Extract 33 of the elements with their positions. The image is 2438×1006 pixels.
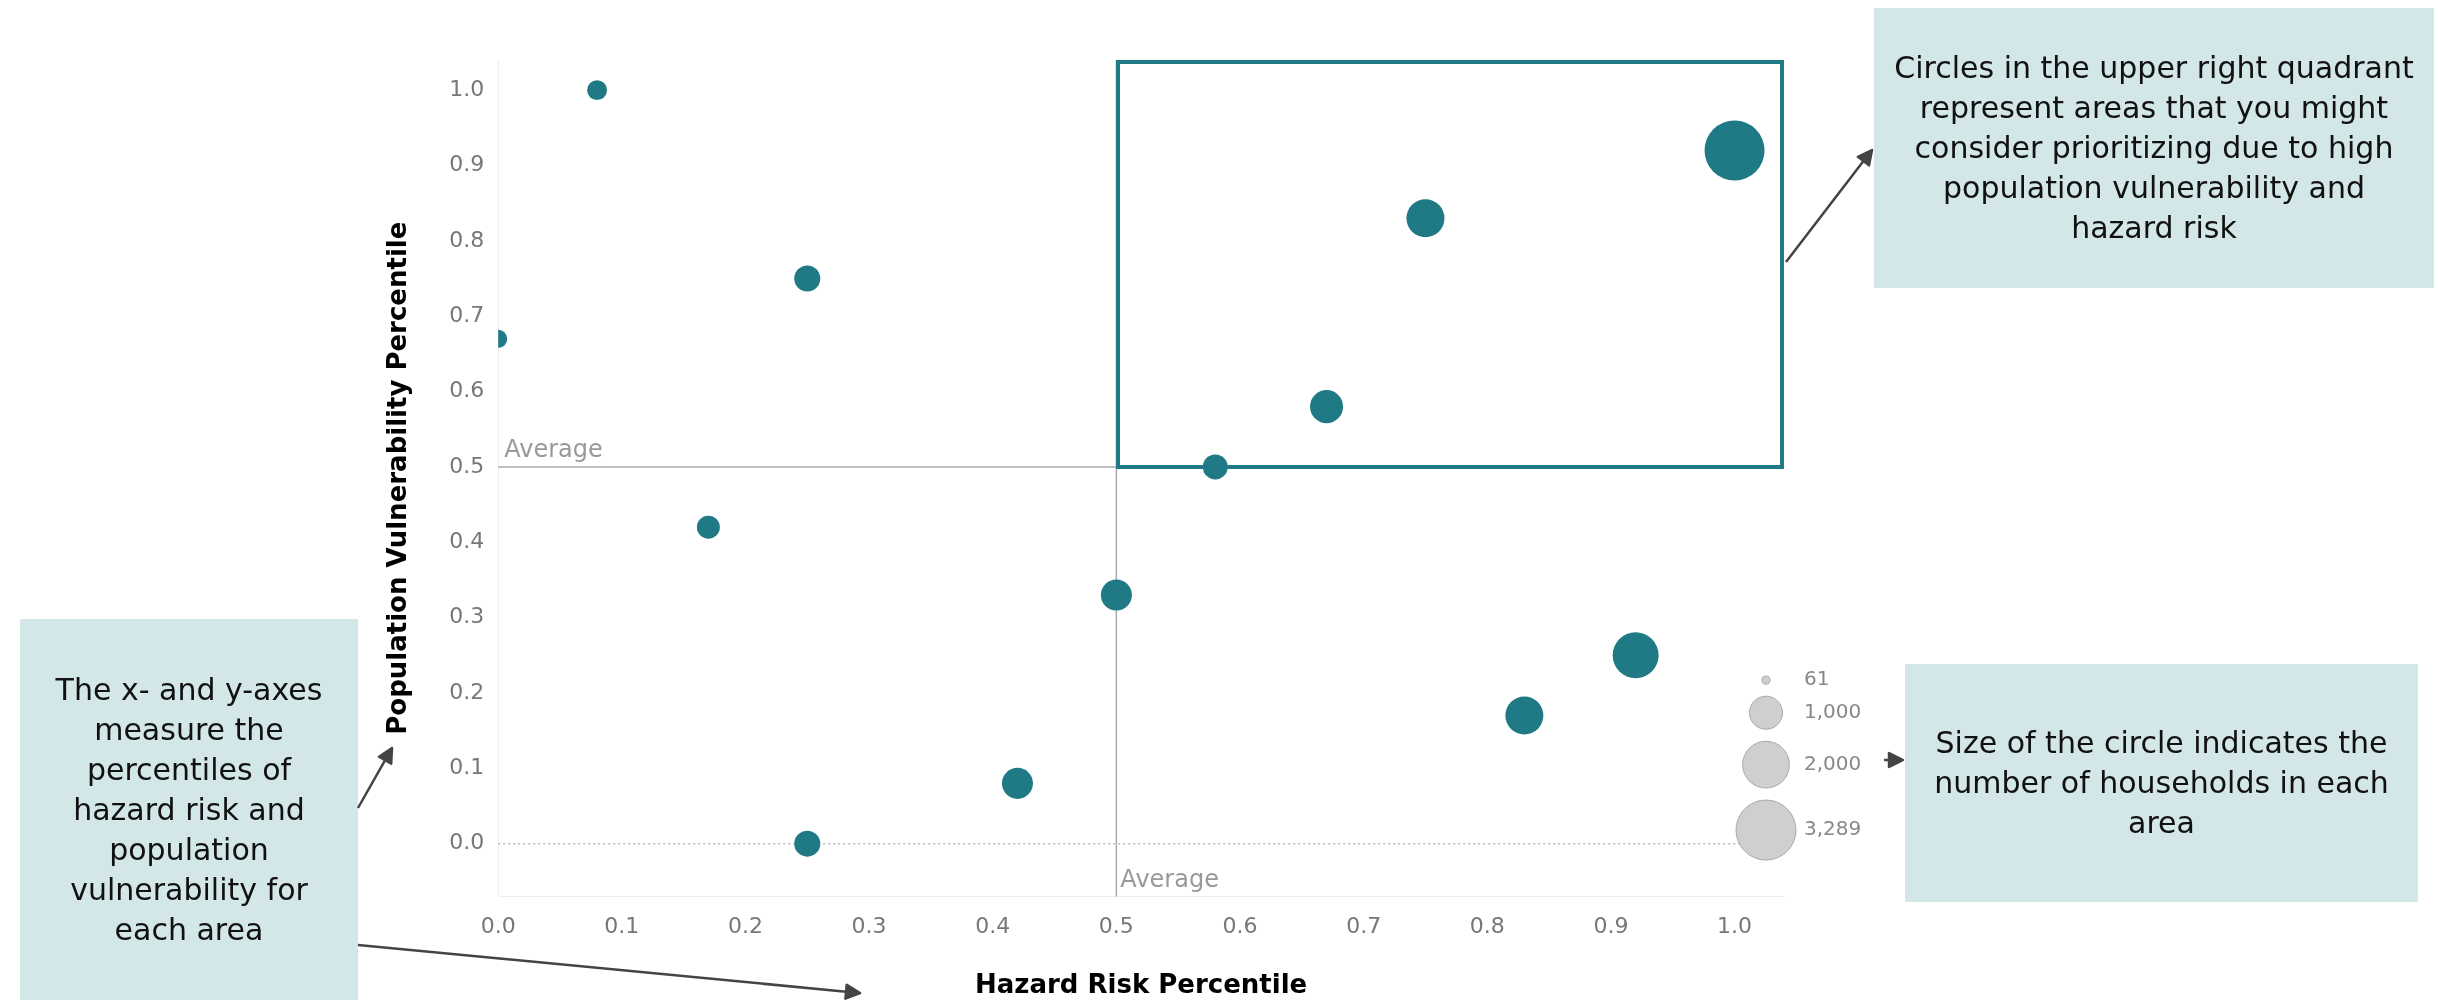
y-tick-label: 0.0: [449, 829, 485, 855]
ref-line-label: Average: [1120, 864, 1219, 893]
x-tick-label: 0.6: [1222, 913, 1258, 939]
y-tick-label: 0.2: [449, 678, 485, 704]
y-tick-label: 0.7: [449, 301, 485, 327]
x-tick-label: 0.4: [975, 913, 1011, 939]
y-tick-label: 0.1: [449, 754, 485, 780]
y-tick-label: 0.4: [449, 527, 485, 553]
x-tick-label: 0.8: [1469, 913, 1505, 939]
x-tick-label: 0.7: [1346, 913, 1382, 939]
y-tick-label: 0.3: [449, 603, 485, 629]
x-tick-label: 0.1: [604, 913, 640, 939]
x-tick-label: 0.5: [1098, 913, 1134, 939]
legend-label: 1,000: [1804, 698, 1862, 723]
y-tick-label: 0.6: [449, 377, 485, 403]
x-tick-label: 0.2: [727, 913, 763, 939]
text: Circles in the upper right quadrant represent areas that you might consider prioritizing due to high population vulnerability and hazard risk: [1874, 8, 2434, 288]
y-tick-label: 0.8: [449, 226, 485, 252]
y-tick-label: 0.9: [449, 151, 485, 177]
y-tick-label: 1.0: [449, 75, 485, 101]
x-tick-label: 0.9: [1593, 913, 1629, 939]
x-axis-title: Hazard Risk Percentile: [975, 969, 1308, 1000]
text: The x- and y-axes measure the percentiles of hazard risk and population vulnerability for each area: [20, 619, 358, 1000]
x-tick-label: 1.0: [1717, 913, 1753, 939]
legend-label: 61: [1804, 666, 1830, 691]
ref-line-label: Average: [504, 435, 603, 464]
y-axis-title: Population Vulnerability Percentile: [382, 221, 413, 735]
y-tick-label: 0.5: [449, 452, 485, 478]
text: Size of the circle indicates the number of households in each area: [1905, 664, 2418, 902]
legend-label: 2,000: [1804, 750, 1862, 775]
x-tick-label: 0.0: [480, 913, 516, 939]
x-tick-label: 0.3: [851, 913, 887, 939]
legend-label: 3,289: [1804, 816, 1862, 841]
